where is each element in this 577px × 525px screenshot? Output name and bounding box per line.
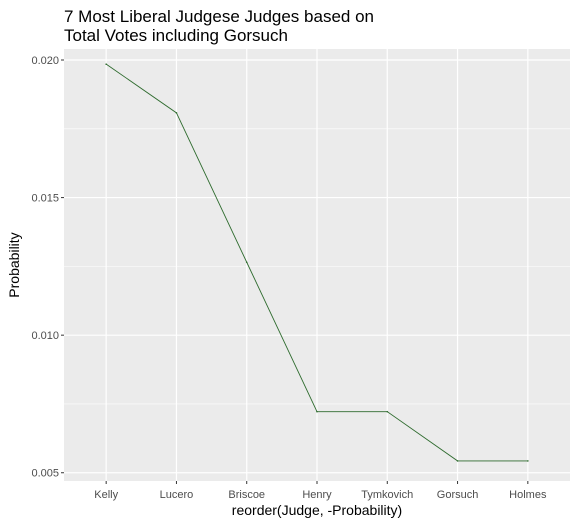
y-tick-label: 0.005 bbox=[31, 468, 59, 480]
chart-title-line-2: Total Votes including Gorsuch bbox=[64, 26, 288, 45]
y-axis: 0.005 0.010 0.015 0.020 bbox=[31, 55, 64, 480]
x-tick-label-holmes: Holmes bbox=[509, 489, 547, 501]
x-tick-label-tymkovich: Tymkovich bbox=[361, 489, 413, 501]
data-point-tymkovich bbox=[386, 410, 389, 413]
y-tick-label: 0.020 bbox=[31, 55, 59, 67]
y-tick-label: 0.015 bbox=[31, 193, 59, 205]
x-tick-label-lucero: Lucero bbox=[160, 489, 194, 501]
data-point-gorsuch bbox=[456, 460, 459, 462]
x-tick-label-kelly: Kelly bbox=[94, 489, 118, 501]
y-tick-label: 0.010 bbox=[31, 330, 59, 342]
chart-title: 7 Most Liberal Judgese Judges based on T… bbox=[64, 7, 544, 45]
data-point-lucero bbox=[175, 112, 178, 114]
major-gridlines bbox=[64, 49, 570, 481]
x-tick-label-henry: Henry bbox=[302, 489, 332, 501]
x-axis: Kelly Lucero Briscoe Henry Tymkovich Gorsuch H… bbox=[94, 481, 547, 501]
data-point-briscoe bbox=[245, 261, 248, 264]
y-axis-title: Probability bbox=[6, 232, 22, 297]
data-point-henry bbox=[316, 410, 318, 413]
data-point-kelly bbox=[105, 63, 107, 65]
x-tick-label-gorsuch: Gorsuch bbox=[437, 489, 479, 501]
data-series bbox=[105, 63, 529, 462]
chart-title-line-1: 7 Most Liberal Judgese Judges based on bbox=[64, 7, 374, 26]
x-axis-title: reorder(Judge, -Probability) bbox=[232, 502, 402, 518]
x-tick-label-briscoe: Briscoe bbox=[228, 489, 265, 501]
data-point-holmes bbox=[527, 460, 529, 462]
